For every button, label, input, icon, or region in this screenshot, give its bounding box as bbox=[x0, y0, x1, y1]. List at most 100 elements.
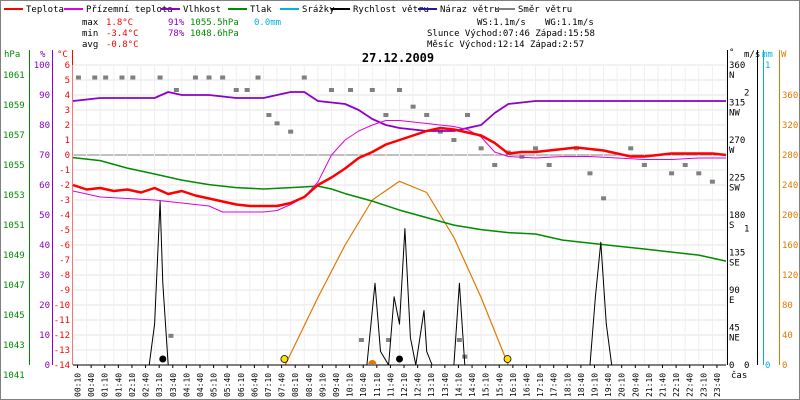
wm2-unit: W bbox=[781, 50, 787, 60]
series-wind-direction-point bbox=[288, 129, 294, 134]
direction-tick: N bbox=[729, 71, 734, 81]
stat-max-label: max bbox=[82, 18, 99, 28]
degc-tick: 3 bbox=[65, 106, 70, 116]
stat-ws: WS:1.1m/s bbox=[477, 18, 526, 28]
deg-unit: ° bbox=[729, 48, 734, 58]
degc-tick: -4 bbox=[59, 211, 70, 221]
series-wind-direction-point bbox=[546, 163, 552, 167]
series-wind-direction-point bbox=[519, 154, 525, 159]
time-tick-label: 03:10 bbox=[155, 373, 164, 397]
degc-tick: -3 bbox=[59, 196, 70, 206]
degc-tick: -2 bbox=[59, 181, 70, 191]
degc-unit: °C bbox=[57, 50, 68, 60]
time-tick-label: 11:40 bbox=[386, 373, 395, 397]
wm2-tick: 120 bbox=[782, 271, 798, 281]
ms-unit: m/s bbox=[744, 50, 760, 60]
series-wind-direction-point bbox=[328, 88, 334, 92]
time-tick-label: 19:40 bbox=[604, 373, 613, 397]
pct-tick: 10 bbox=[39, 331, 50, 341]
time-tick-label: 01:40 bbox=[114, 373, 123, 397]
time-tick-label: 16:40 bbox=[522, 373, 531, 397]
series-pressure-line bbox=[72, 156, 727, 262]
stat-moon: Měsíc Východ:12:14 Západ:2:57 bbox=[427, 40, 584, 50]
series-wind-direction-point bbox=[386, 338, 392, 342]
hpa-tick: 1045 bbox=[3, 311, 25, 321]
time-tick-label: 09:10 bbox=[318, 373, 327, 397]
time-tick-label: 04:40 bbox=[196, 373, 205, 397]
time-tick-label: 00:10 bbox=[74, 373, 83, 397]
series-wind-direction-point bbox=[587, 171, 593, 176]
time-tick-label: 02:10 bbox=[128, 373, 137, 397]
hpa-tick: 1059 bbox=[3, 101, 25, 111]
direction-tick: 225 bbox=[729, 174, 745, 184]
wm2-tick: 280 bbox=[782, 151, 798, 161]
stat-min-hum: 78% bbox=[168, 29, 185, 39]
degc-tick: 2 bbox=[65, 121, 70, 131]
pct-unit: % bbox=[40, 50, 46, 60]
direction-tick: NE bbox=[729, 334, 740, 344]
series-wind-direction-point bbox=[103, 75, 109, 80]
series-ground-temp-line bbox=[72, 120, 726, 213]
time-tick-label: 15:10 bbox=[482, 373, 491, 397]
series-wind-direction-point bbox=[92, 75, 98, 80]
direction-tick: 360 bbox=[729, 61, 745, 71]
direction-tick: W bbox=[729, 146, 735, 156]
left-axis-ticks: 1061105910571055105310511049104710451043… bbox=[3, 61, 70, 381]
time-tick-label: 14:40 bbox=[468, 373, 477, 397]
legend-label: Vlhkost bbox=[183, 5, 221, 15]
wm2-tick: 0 bbox=[782, 361, 787, 371]
time-tick-label: 19:10 bbox=[590, 373, 599, 397]
time-tick-label: 06:40 bbox=[250, 373, 259, 397]
series-wind-direction-point bbox=[478, 146, 484, 151]
degc-tick: -1 bbox=[59, 166, 70, 176]
stat-min-temp: -3.4°C bbox=[106, 29, 139, 39]
series-wind-direction-point bbox=[220, 75, 226, 80]
time-tick-label: 12:10 bbox=[400, 373, 409, 397]
series-wind-direction-point bbox=[274, 121, 280, 126]
series-wind-direction-point bbox=[601, 196, 607, 201]
legend-label: Náraz větru bbox=[440, 5, 500, 15]
series-wind-direction-point bbox=[628, 146, 634, 151]
degc-tick: -7 bbox=[59, 256, 70, 266]
hpa-tick: 1049 bbox=[3, 251, 25, 261]
hpa-tick: 1043 bbox=[3, 341, 25, 351]
direction-tick: NW bbox=[729, 109, 740, 119]
pct-tick: 70 bbox=[39, 151, 50, 161]
series-wind-direction-point bbox=[410, 104, 416, 109]
stat-avg-label: avg bbox=[82, 40, 98, 50]
direction-tick: 90 bbox=[729, 286, 740, 296]
pct-tick: 50 bbox=[39, 211, 50, 221]
series-wind-direction-point bbox=[641, 163, 647, 167]
time-tick-label: 18:40 bbox=[577, 373, 586, 397]
series-temperature-line bbox=[72, 126, 727, 208]
stat-min-press: 1048.6hPa bbox=[190, 29, 239, 39]
degc-tick: 1 bbox=[65, 136, 70, 146]
degc-tick: -8 bbox=[59, 271, 70, 281]
series-wind-direction-point bbox=[301, 75, 307, 80]
series-wind-direction-point bbox=[492, 163, 498, 167]
pct-tick: 40 bbox=[39, 241, 50, 251]
series-wind-direction-point bbox=[266, 113, 272, 117]
degc-tick: 0 bbox=[65, 151, 70, 161]
stats-block: max 1.8°C 91% 1055.5hPa 0.0mm min -3.4°C… bbox=[82, 18, 595, 50]
series-wind-direction-point bbox=[533, 146, 539, 151]
time-tick-label: 05:10 bbox=[210, 373, 219, 397]
time-tick-label: 04:10 bbox=[182, 373, 191, 397]
moon-marker bbox=[159, 355, 167, 363]
legend-label: Rychlost větru bbox=[353, 5, 429, 15]
series-wind-direction-point bbox=[206, 75, 212, 80]
legend-label: Teplota bbox=[26, 5, 64, 15]
ms-tick: 1 bbox=[744, 225, 749, 235]
series-wind-direction-point bbox=[424, 113, 430, 117]
wm2-tick: 240 bbox=[782, 181, 798, 191]
time-tick-label: 08:40 bbox=[305, 373, 314, 397]
direction-tick: 0 bbox=[729, 361, 734, 371]
wm2-tick: 200 bbox=[782, 211, 798, 221]
sun-glyph-marker bbox=[368, 360, 377, 364]
series-wind-direction-point bbox=[669, 171, 675, 176]
wm2-tick: 80 bbox=[782, 301, 793, 311]
time-tick-label: 22:10 bbox=[672, 373, 681, 397]
time-tick-label: 08:10 bbox=[291, 373, 300, 397]
moon-marker bbox=[396, 355, 403, 363]
series-wind-direction-point bbox=[709, 179, 715, 184]
